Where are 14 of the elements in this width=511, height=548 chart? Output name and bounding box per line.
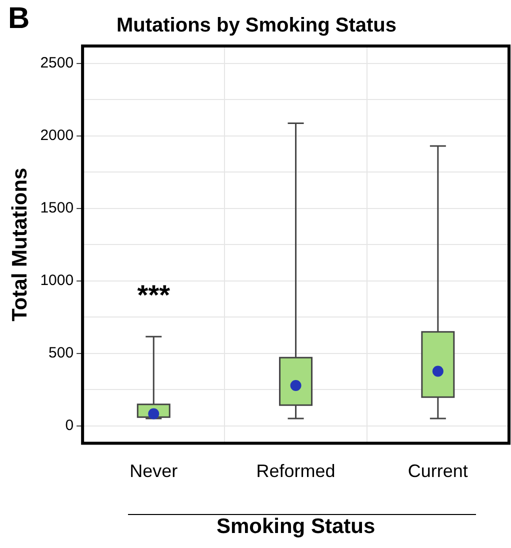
y-tick-label: 1000 [40, 272, 74, 289]
x-tick-label: Current [408, 460, 468, 481]
y-tick-label: 2000 [40, 127, 74, 144]
x-tick-label: Never [130, 460, 178, 481]
y-axis-title: Total Mutations [8, 168, 32, 322]
x-tick-label: Reformed [256, 460, 336, 481]
y-tick-label: 0 [65, 416, 74, 434]
chart-title: Mutations by Smoking Status [116, 14, 397, 37]
text: B [8, 2, 30, 36]
y-tick-label: 1500 [40, 200, 74, 216]
y-tick-label: 500 [48, 344, 74, 362]
x-axis-title: Smoking Status [216, 515, 376, 538]
y-tick-label: 2500 [40, 54, 74, 72]
annotation: *** [137, 280, 170, 311]
